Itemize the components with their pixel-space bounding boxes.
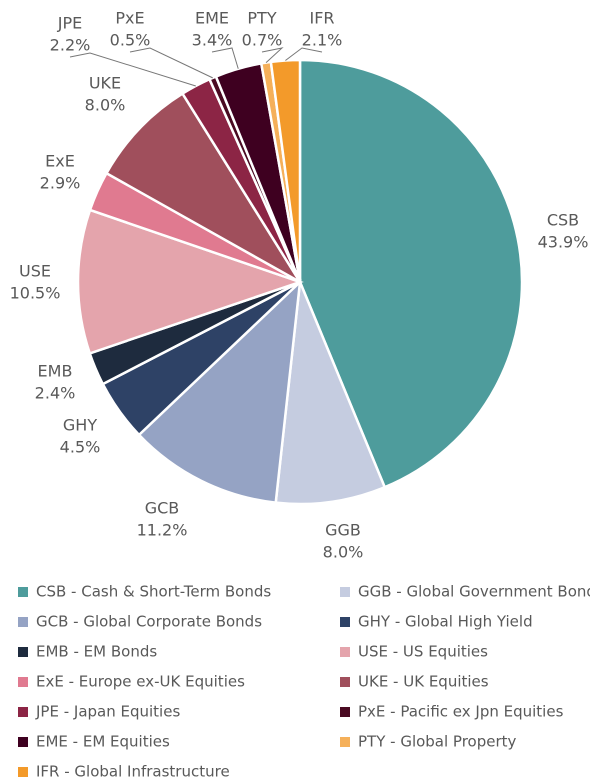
slice-category-label: EME: [195, 9, 229, 28]
legend-swatch: [340, 647, 350, 657]
legend-swatch: [18, 617, 28, 627]
slice-value-label: 2.4%: [35, 384, 76, 403]
slice-value-label: 2.1%: [302, 31, 343, 50]
legend-swatch: [18, 647, 28, 657]
slice-value-label: 2.9%: [40, 174, 81, 193]
legend-swatch: [340, 617, 350, 627]
slice-value-label: 43.9%: [538, 233, 589, 252]
slice-value-label: 8.0%: [85, 96, 126, 115]
slice-category-label: CSB: [547, 211, 579, 230]
pie-slice: [137, 278, 302, 505]
legend-label: PxE - Pacific ex Jpn Equities: [358, 703, 564, 721]
legend-label: EME - EM Equities: [36, 733, 170, 751]
legend-label: JPE - Japan Equities: [35, 703, 180, 721]
slice-value-label: 10.5%: [10, 284, 61, 303]
slice-category-label: EMB: [38, 362, 73, 381]
slice-value-label: 0.7%: [242, 31, 283, 50]
leader-line: [285, 47, 323, 61]
slice-category-label: PTY: [247, 9, 276, 28]
slice-category-label: PxE: [115, 9, 144, 28]
leader-line: [129, 47, 213, 79]
leader-line: [261, 47, 284, 63]
leader-line: [69, 52, 196, 87]
legend-label: UKE - UK Equities: [358, 673, 489, 691]
legend-label: PTY - Global Property: [358, 733, 517, 751]
legend-swatch: [340, 737, 350, 747]
legend-label: CSB - Cash & Short-Term Bonds: [36, 583, 271, 601]
legend-swatch: [340, 677, 350, 687]
slice-category-label: ExE: [45, 152, 75, 171]
legend-swatch: [18, 677, 28, 687]
legend-swatch: [18, 767, 28, 777]
pie-slice: [298, 58, 524, 489]
legend-label: EMB - EM Bonds: [36, 643, 157, 661]
pie-slice: [274, 281, 387, 506]
legend-label: GGB - Global Government Bonds: [358, 583, 590, 601]
legend-swatch: [18, 707, 28, 717]
pie-slice: [104, 91, 302, 284]
pie-slice: [76, 208, 304, 355]
slice-category-label: GGB: [325, 521, 361, 540]
slice-value-label: 3.4%: [192, 31, 233, 50]
slice-value-label: 11.2%: [137, 521, 188, 540]
legend-label: IFR - Global Infrastructure: [36, 763, 230, 781]
legend-swatch: [18, 587, 28, 597]
slice-value-label: 4.5%: [60, 438, 101, 457]
legend-swatch: [18, 737, 28, 747]
slice-category-label: IFR: [309, 9, 334, 28]
slice-value-label: 2.2%: [50, 36, 91, 55]
slice-category-label: GCB: [145, 499, 180, 518]
slice-category-label: GHY: [63, 416, 97, 435]
legend-label: USE - US Equities: [358, 643, 488, 661]
legend-swatch: [340, 707, 350, 717]
slice-value-label: 8.0%: [323, 543, 364, 562]
legend-swatch: [340, 587, 350, 597]
slice-category-label: UKE: [89, 74, 121, 93]
slice-category-label: USE: [19, 262, 51, 281]
legend-label: ExE - Europe ex-UK Equities: [36, 673, 245, 691]
leader-line: [211, 47, 239, 69]
legend-label: GCB - Global Corporate Bonds: [36, 613, 262, 631]
slice-category-label: JPE: [57, 14, 82, 33]
slice-value-label: 0.5%: [110, 31, 151, 50]
legend-label: GHY - Global High Yield: [358, 613, 533, 631]
